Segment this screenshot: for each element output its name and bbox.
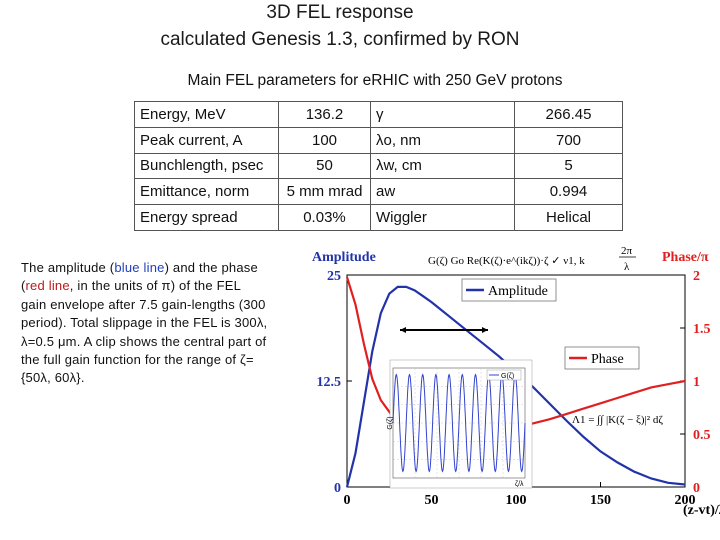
caption-text: The amplitude ( xyxy=(21,260,115,275)
params-table-title: Main FEL parameters for eRHIC with 250 G… xyxy=(187,72,563,89)
table-cell: λo, nm xyxy=(370,126,515,154)
caption-blue-line: blue line xyxy=(114,260,165,275)
gain-formula: G(ζ) Go Re(K(ζ)·e^(ikζ))·ζ ✓ ν1, k xyxy=(428,255,585,267)
inset-y-label: G(ζ) xyxy=(387,416,394,429)
table-cell: 0.994 xyxy=(514,178,623,206)
x-tick-label: 150 xyxy=(590,493,611,508)
figure-caption: The amplitude (blue line) and the phase … xyxy=(21,259,269,388)
table-cell: λw, cm xyxy=(370,152,515,180)
formula-numerator: 2π xyxy=(621,245,633,257)
table-cell: γ xyxy=(370,101,515,128)
formula-denominator: λ xyxy=(624,261,630,273)
table-row: Emittance, norm 5 mm mrad aw 0.994 xyxy=(134,178,623,206)
table-row: Energy spread 0.03% Wiggler Helical xyxy=(134,204,623,231)
slide-title: 3D FEL response xyxy=(266,2,414,23)
inset-legend-label: G(ζ) xyxy=(501,373,514,380)
legend-box xyxy=(564,346,640,370)
table-cell: Peak current, A xyxy=(134,126,279,154)
x-tick-label: 50 xyxy=(425,493,439,508)
y-left-tick-label: 0 xyxy=(334,481,341,496)
legend-box xyxy=(461,278,557,302)
y-left-tick-label: 25 xyxy=(327,269,341,284)
x-tick-label: 0 xyxy=(344,493,351,508)
y-right-tick-label: 0 xyxy=(693,481,700,496)
table-cell: 700 xyxy=(514,126,623,154)
inset-legend-box xyxy=(486,369,522,381)
x-tick-label: 100 xyxy=(506,493,527,508)
inset-series-line xyxy=(392,373,526,473)
table-cell: Bunchlength, psec xyxy=(134,152,279,180)
table-cell: 136.2 xyxy=(278,101,371,128)
inset-x-label: ζ/λ xyxy=(515,481,524,488)
x-axis-label: (z-vt)/λ xyxy=(683,503,720,518)
y-right-tick-label: 2 xyxy=(693,269,700,284)
table-row: Peak current, A 100 λo, nm 700 xyxy=(134,126,623,154)
legend-label: Phase xyxy=(591,352,624,367)
table-cell: 5 mm mrad xyxy=(278,178,371,206)
table-cell: Energy, MeV xyxy=(134,101,279,128)
y-right-tick-label: 1.5 xyxy=(693,322,711,337)
table-cell: 0.03% xyxy=(278,204,371,231)
table-row: Bunchlength, psec 50 λw, cm 5 xyxy=(134,152,623,180)
lambda-integral-formula: Λ1 = ∫∫ |K(ζ − ξ)|² dζ xyxy=(572,414,663,426)
table-cell: Wiggler xyxy=(370,204,515,231)
table-cell: 5 xyxy=(514,152,623,180)
table-cell: aw xyxy=(370,178,515,206)
y-right-tick-label: 1 xyxy=(693,375,700,390)
table-cell: Emittance, norm xyxy=(134,178,279,206)
arrow-head-left xyxy=(400,327,406,333)
fel-params-table: Energy, MeV 136.2 γ 266.45 Peak current,… xyxy=(134,101,623,231)
y-axis-right-label: Phase/π xyxy=(662,250,709,265)
table-cell: 50 xyxy=(278,152,371,180)
legend-label: Amplitude xyxy=(488,284,548,299)
y-axis-left-label: Amplitude xyxy=(312,250,376,265)
caption-text: , in the units of π) of the FEL gain env… xyxy=(21,278,268,386)
arrow-head-right xyxy=(482,327,488,333)
table-cell: 266.45 xyxy=(514,101,623,128)
slide-subtitle: calculated Genesis 1.3, confirmed by RON xyxy=(160,29,520,50)
y-left-tick-label: 12.5 xyxy=(317,375,342,390)
table-cell: Helical xyxy=(514,204,623,231)
table-row: Energy, MeV 136.2 γ 266.45 xyxy=(134,101,623,128)
caption-text: ) and the phase ( xyxy=(21,260,258,294)
caption-red-line: red line xyxy=(25,278,70,294)
table-cell: 100 xyxy=(278,126,371,154)
y-right-tick-label: 0.5 xyxy=(693,428,711,443)
table-cell: Energy spread xyxy=(134,204,279,231)
x-tick-label: 200 xyxy=(675,493,696,508)
